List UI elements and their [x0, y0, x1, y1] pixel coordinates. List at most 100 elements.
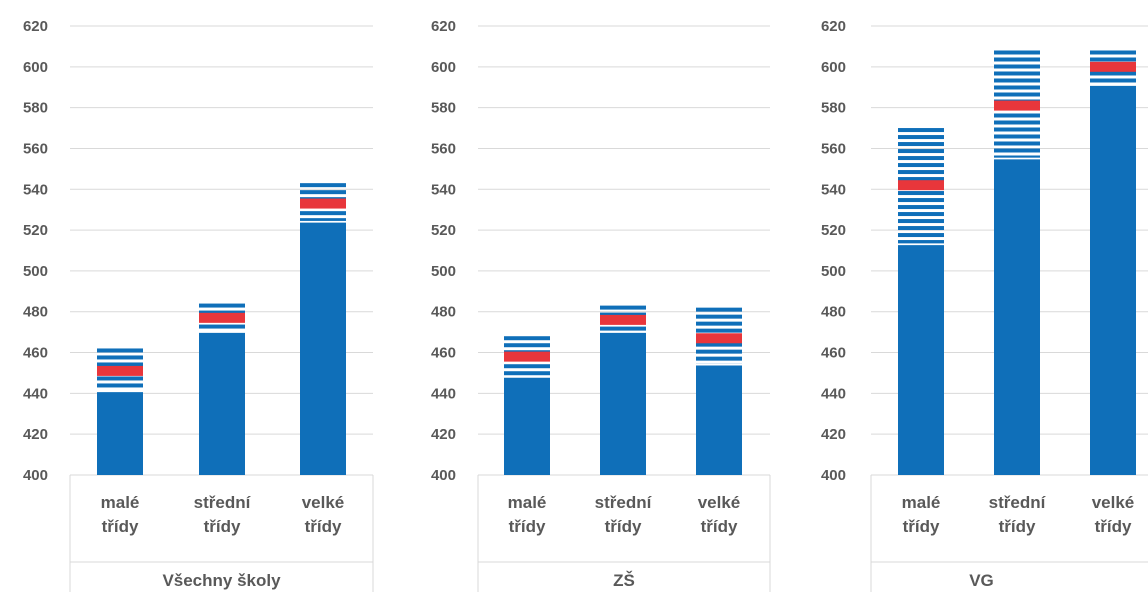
- bar-stripe: [300, 190, 346, 195]
- bar-stripe: [994, 64, 1040, 69]
- bar-stripe: [898, 226, 944, 231]
- category-label: střední třídy: [989, 493, 1047, 536]
- bar-stripe: [1090, 71, 1136, 76]
- bar-stripe: [994, 92, 1040, 97]
- category-label: malé třídy: [902, 493, 941, 536]
- y-tick-label: 580: [23, 100, 48, 117]
- y-tick-label: 420: [23, 426, 48, 443]
- bar-solid: [97, 391, 143, 475]
- category-label-line: velké: [1092, 493, 1135, 512]
- category-label-line: střední: [989, 493, 1047, 512]
- category-label: malé třídy: [101, 493, 140, 536]
- bar-stripe: [504, 364, 550, 369]
- bar-stripe: [199, 310, 245, 315]
- estimate-marker: [1090, 61, 1136, 72]
- bar-stripe: [97, 362, 143, 367]
- y-tick-label: 480: [431, 304, 456, 321]
- chart-panel: 400 420 440 460 480 500 520 540 560 580 600 620 malé…: [23, 18, 374, 592]
- bar-stripe: [994, 120, 1040, 125]
- category-label-line: malé: [902, 493, 941, 512]
- bar-solid: [994, 158, 1040, 475]
- category-label-line: třídy: [509, 517, 546, 536]
- bar-stripe: [994, 113, 1040, 118]
- bar-stripe: [1090, 50, 1136, 55]
- bar-stripe: [300, 218, 346, 221]
- bar-stripe: [994, 127, 1040, 132]
- category-label-line: malé: [101, 493, 140, 512]
- estimate-marker: [898, 180, 944, 191]
- category-label-line: třídy: [999, 517, 1036, 536]
- bar-stripe: [898, 142, 944, 147]
- y-tick-label: 440: [821, 385, 846, 402]
- category-label-line: třídy: [903, 517, 940, 536]
- y-tick-label: 400: [431, 467, 456, 484]
- estimate-marker: [300, 198, 346, 209]
- bar-stripe: [898, 240, 944, 244]
- bar-stripe: [994, 71, 1040, 76]
- bar-solid: [300, 221, 346, 475]
- bar-stripe: [696, 321, 742, 326]
- bar-solid: [199, 332, 245, 475]
- bar-stripe: [994, 148, 1040, 153]
- bar-stripe: [199, 303, 245, 308]
- group-label: VG: [969, 571, 994, 590]
- bar-solid: [696, 364, 742, 475]
- bar-stripe: [994, 141, 1040, 146]
- bar-stripe: [898, 156, 944, 161]
- bar-stripe: [199, 324, 245, 329]
- estimate-marker: [600, 314, 646, 325]
- y-tick-label: 420: [431, 426, 456, 443]
- y-tick-label: 540: [431, 181, 456, 198]
- bar-stripe: [994, 85, 1040, 90]
- chart-panel: 400 420 440 460 480 500 520 540 560 580 600 620 malé…: [821, 18, 1148, 592]
- category-label: malé třídy: [508, 493, 547, 536]
- bar-stripe: [504, 371, 550, 376]
- category-label-line: střední: [194, 493, 252, 512]
- bar-stripe: [898, 149, 944, 154]
- category-label-line: velké: [302, 493, 345, 512]
- y-tick-label: 540: [23, 181, 48, 198]
- bar-stripe: [1090, 78, 1136, 83]
- bar-stripe: [600, 326, 646, 331]
- y-tick-label: 460: [431, 345, 456, 362]
- bar-solid: [504, 377, 550, 475]
- bar-stripe: [898, 170, 944, 175]
- y-tick-label: 600: [431, 59, 456, 76]
- estimate-marker: [97, 365, 143, 376]
- y-tick-label: 560: [431, 140, 456, 157]
- y-tick-label: 560: [821, 140, 846, 157]
- estimate-marker: [199, 312, 245, 323]
- group-label: Všechny školy: [162, 571, 281, 590]
- category-label: střední třídy: [194, 493, 252, 536]
- bar-stripe: [994, 78, 1040, 83]
- category-label: střední třídy: [595, 493, 653, 536]
- bar-stripe: [898, 219, 944, 224]
- estimate-marker: [994, 100, 1040, 111]
- y-tick-label: 600: [23, 59, 48, 76]
- y-tick-label: 440: [431, 385, 456, 402]
- y-tick-label: 500: [821, 263, 846, 280]
- bar-stripe: [600, 312, 646, 317]
- category-label-line: třídy: [204, 517, 241, 536]
- bar-solid: [600, 332, 646, 475]
- bar-stripe: [1090, 57, 1136, 62]
- y-tick-label: 440: [23, 385, 48, 402]
- bar-stripe: [898, 212, 944, 217]
- y-tick-label: 620: [23, 18, 48, 35]
- y-tick-label: 620: [431, 18, 456, 35]
- bar-stripe: [696, 342, 742, 347]
- category-label-line: střední: [595, 493, 653, 512]
- y-tick-label: 600: [821, 59, 846, 76]
- y-tick-label: 520: [821, 222, 846, 239]
- estimate-marker: [696, 333, 742, 344]
- y-tick-label: 540: [821, 181, 846, 198]
- bar-stripe: [696, 307, 742, 312]
- bar-stripe: [994, 57, 1040, 62]
- y-tick-label: 580: [431, 100, 456, 117]
- y-tick-label: 480: [821, 304, 846, 321]
- bar-stripe: [994, 50, 1040, 55]
- bar-stripe: [696, 328, 742, 333]
- y-tick-label: 580: [821, 100, 846, 117]
- bar-stripe: [600, 305, 646, 310]
